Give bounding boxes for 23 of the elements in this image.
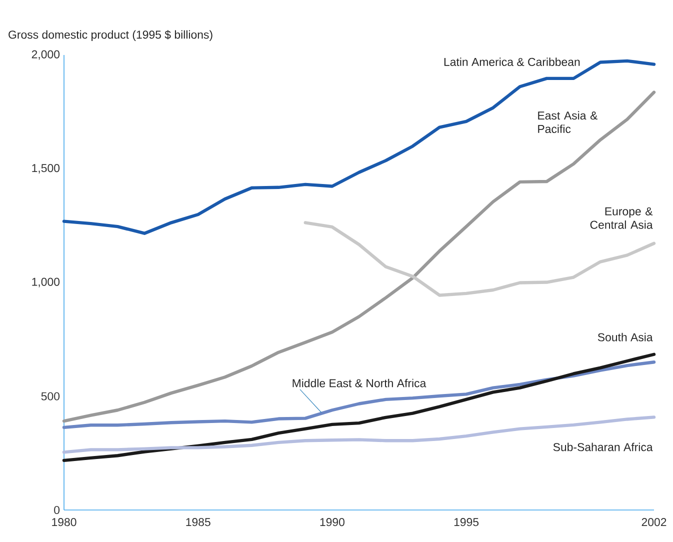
y-tick-label: 1,000 (32, 278, 60, 288)
series-label: Middle East & North Africa (292, 378, 426, 388)
x-tick-label: 1995 (454, 518, 479, 526)
series-label: Sub-Saharan Africa (553, 442, 653, 452)
line-series (62, 416, 656, 454)
line-series (304, 221, 656, 297)
y-tick-label: 1,500 (32, 164, 60, 174)
series-label: Latin America & Caribbean (444, 58, 580, 66)
y-tick-label: 2,000 (32, 50, 60, 60)
x-tick-label: 1985 (186, 518, 210, 526)
y-tick-label: 500 (41, 392, 60, 400)
line-series (62, 352, 656, 462)
x-tick-label: 1980 (52, 518, 76, 526)
y-tick-label: 0 (54, 506, 60, 514)
series-label: South Asia (598, 332, 653, 342)
x-tick-label: 1990 (320, 518, 344, 526)
line-series (62, 90, 656, 423)
y-axis-title: Gross domestic product (1995 $ billions) (8, 30, 212, 41)
line-series (62, 59, 656, 235)
x-tick-label: 2002 (642, 518, 666, 526)
series-label: East Asia & Pacific (538, 111, 598, 134)
line-series (62, 360, 656, 430)
series-label: Europe & Central Asia (590, 207, 653, 229)
